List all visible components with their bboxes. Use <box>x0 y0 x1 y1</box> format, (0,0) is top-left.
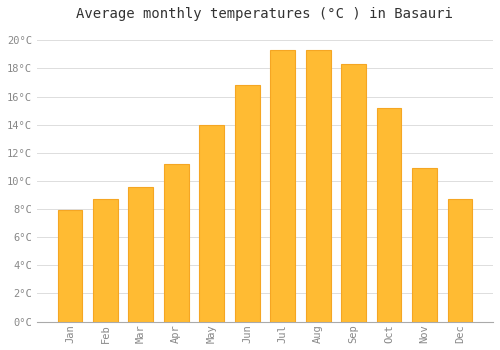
Bar <box>58 210 82 322</box>
Title: Average monthly temperatures (°C ) in Basauri: Average monthly temperatures (°C ) in Ba… <box>76 7 454 21</box>
Bar <box>412 168 437 322</box>
Bar <box>341 64 366 322</box>
Bar <box>306 50 330 322</box>
Bar <box>200 125 224 322</box>
Bar <box>93 199 118 322</box>
Bar <box>270 50 295 322</box>
Bar <box>448 199 472 322</box>
Bar <box>164 164 188 322</box>
Bar <box>128 187 154 322</box>
Bar <box>235 85 260 322</box>
Bar <box>376 108 402 322</box>
